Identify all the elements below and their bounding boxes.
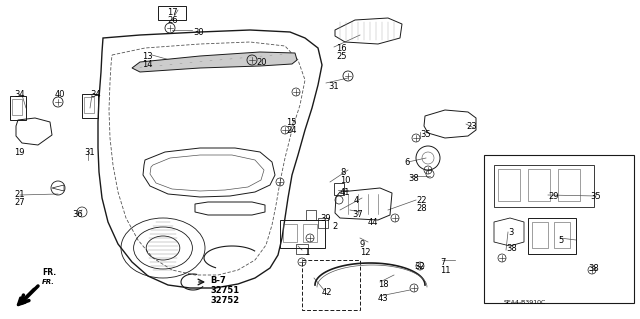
Bar [302,260,360,310]
Text: 9: 9 [360,240,365,249]
Bar [528,169,550,201]
Bar [334,183,344,195]
Text: 28: 28 [416,204,427,213]
Bar [528,218,576,254]
Text: 5: 5 [558,236,563,245]
Text: 13: 13 [142,52,152,61]
Text: 34: 34 [14,90,24,99]
Text: 22: 22 [416,196,426,205]
Bar [303,224,317,242]
Text: 25: 25 [336,52,346,61]
Text: 14: 14 [142,60,152,69]
Text: SEA4-B3910C: SEA4-B3910C [504,300,547,305]
Text: B-7: B-7 [210,276,226,285]
Text: 38: 38 [408,174,419,183]
Text: 2: 2 [332,222,337,231]
Text: 32: 32 [414,262,424,271]
Text: 16: 16 [336,44,347,53]
Bar [558,169,580,201]
Text: 38: 38 [506,244,516,253]
Text: 35: 35 [420,130,431,139]
Text: 6: 6 [404,158,410,167]
Bar [554,222,570,248]
Text: 41: 41 [340,188,351,197]
Text: 3: 3 [508,228,513,237]
Bar [12,99,22,115]
Bar [532,222,548,248]
Bar [158,6,186,20]
Text: 37: 37 [352,210,363,219]
Text: 40: 40 [55,90,65,99]
Text: 7: 7 [440,258,445,267]
Bar [484,155,634,303]
Text: 42: 42 [322,288,333,297]
Bar [318,218,328,228]
Text: 29: 29 [548,192,559,201]
Text: 39: 39 [320,214,331,223]
Bar [306,210,316,220]
Text: 44: 44 [368,218,378,227]
Text: 31: 31 [84,148,95,157]
Text: 4: 4 [354,196,359,205]
Bar [84,97,94,113]
Text: 34: 34 [90,90,100,99]
Text: 31: 31 [328,82,339,91]
Text: 36: 36 [72,210,83,219]
Text: 21: 21 [14,190,24,199]
Text: 1: 1 [304,248,309,257]
Bar [10,96,26,120]
Text: 32751: 32751 [210,286,239,295]
Text: 27: 27 [14,198,24,207]
Text: 43: 43 [378,294,388,303]
Text: 32752: 32752 [210,296,239,305]
Text: 11: 11 [440,266,451,275]
Text: 15: 15 [286,118,296,127]
Text: 30: 30 [193,28,204,37]
Text: 19: 19 [14,148,24,157]
Text: FR.: FR. [42,268,56,277]
Bar [494,165,594,207]
Text: 10: 10 [340,176,351,185]
Text: 23: 23 [466,122,477,131]
Text: 35: 35 [590,192,600,201]
Bar [498,169,520,201]
Text: 8: 8 [340,168,346,177]
Text: 18: 18 [378,280,388,289]
Text: 12: 12 [360,248,371,257]
Text: 20: 20 [256,58,266,67]
Text: 26: 26 [167,16,178,25]
Bar [296,244,308,254]
Text: 38: 38 [588,264,599,273]
Polygon shape [132,52,297,72]
Text: FR.: FR. [42,279,55,285]
Text: 17: 17 [167,8,178,17]
Bar [82,94,98,118]
Bar [280,220,325,248]
Text: 24: 24 [286,126,296,135]
Bar [283,224,297,242]
